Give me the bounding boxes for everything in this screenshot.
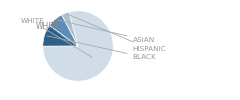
Wedge shape	[43, 11, 113, 81]
Wedge shape	[62, 12, 78, 46]
Text: ASIAN: ASIAN	[58, 20, 155, 43]
Text: HISPANIC: HISPANIC	[68, 14, 166, 52]
Text: BLACK: BLACK	[47, 36, 156, 60]
Text: WHITE: WHITE	[36, 22, 76, 44]
Wedge shape	[43, 25, 78, 46]
Text: WHITE: WHITE	[20, 18, 92, 57]
Wedge shape	[49, 15, 78, 46]
